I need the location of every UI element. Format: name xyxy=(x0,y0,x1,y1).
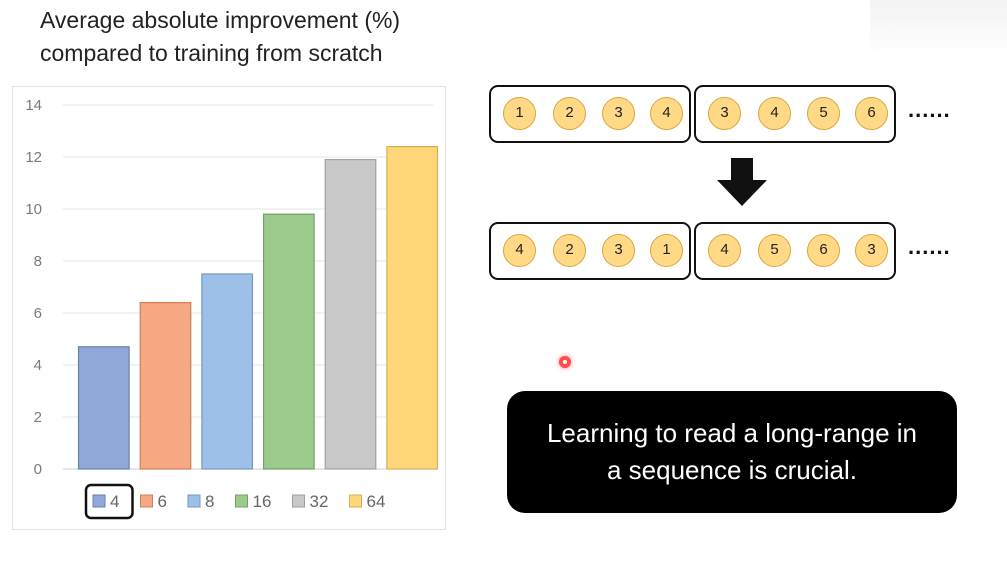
sequence-token: 1 xyxy=(503,97,536,130)
y-tick-label: 6 xyxy=(34,305,42,322)
y-tick-label: 14 xyxy=(25,97,42,114)
legend-swatch-32 xyxy=(292,494,305,508)
sequence-token: 4 xyxy=(503,234,536,267)
window-corner-shadow xyxy=(870,0,1007,60)
sequence-diagram: 1 2 3 4 3 4 5 6...... 4 2 3 1 4 5 6 3...... xyxy=(489,85,951,280)
pointer-cursor-dot xyxy=(559,356,571,368)
legend-label: 6 xyxy=(158,492,167,511)
sequence-token: 5 xyxy=(807,97,840,130)
caption-box: Learning to read a long-range in a seque… xyxy=(507,391,957,513)
bar-64 xyxy=(386,145,439,470)
sequence-token: 3 xyxy=(855,234,888,267)
y-tick-label: 2 xyxy=(34,409,42,426)
caption-line-1: Learning to read a long-range in xyxy=(546,418,918,448)
sequence-token: 6 xyxy=(855,97,888,130)
bar-chart: 0 2 4 6 8 10 12 14 4 6 8 16 32 64 xyxy=(25,97,439,520)
sequence-token: 4 xyxy=(650,97,683,130)
bar-6 xyxy=(139,302,192,470)
y-tick-label: 12 xyxy=(25,149,42,166)
bar-32 xyxy=(324,158,377,470)
chart-title-line-2: compared to training from scratch xyxy=(40,40,383,66)
y-tick-label: 4 xyxy=(34,357,42,374)
chart-title-line-1: Average absolute improvement (%) xyxy=(40,7,401,33)
caption-line-2: a sequence is crucial. xyxy=(606,455,858,485)
bar-4 xyxy=(77,346,130,470)
sequence-token: 2 xyxy=(553,97,586,130)
y-tick-label: 0 xyxy=(34,461,42,478)
legend-swatch-16 xyxy=(235,494,248,508)
bar-16 xyxy=(262,213,315,470)
chart-title: Average absolute improvement (%) compare… xyxy=(40,4,460,70)
legend-label: 4 xyxy=(110,492,119,511)
sequence-ellipsis: ...... xyxy=(908,97,951,122)
sequence-token: 3 xyxy=(602,97,635,130)
sequence-token: 3 xyxy=(708,97,741,130)
down-arrow-icon xyxy=(717,158,767,206)
chart-frame: 0 2 4 6 8 10 12 14 4 6 8 16 32 64 xyxy=(12,86,446,530)
legend-swatch-6 xyxy=(140,494,153,508)
bar-8 xyxy=(201,273,254,470)
legend-label: 8 xyxy=(205,492,214,511)
legend-swatch-4 xyxy=(92,494,106,508)
sequence-token: 4 xyxy=(758,97,791,130)
legend-swatch-8 xyxy=(187,494,201,508)
y-tick-label: 10 xyxy=(25,201,42,218)
y-tick-label: 8 xyxy=(34,253,42,270)
sequence-token: 5 xyxy=(758,234,791,267)
sequence-ellipsis: ...... xyxy=(908,234,951,259)
sequence-token: 1 xyxy=(650,234,683,267)
sequence-token: 2 xyxy=(553,234,586,267)
legend-highlight-box xyxy=(84,483,134,520)
sequence-token: 4 xyxy=(708,234,741,267)
sequence-token: 6 xyxy=(807,234,840,267)
legend-label: 64 xyxy=(367,492,386,511)
legend-label: 32 xyxy=(310,492,329,511)
sequence-token: 3 xyxy=(602,234,635,267)
legend-swatch-64 xyxy=(349,494,362,508)
legend-label: 16 xyxy=(253,492,272,511)
